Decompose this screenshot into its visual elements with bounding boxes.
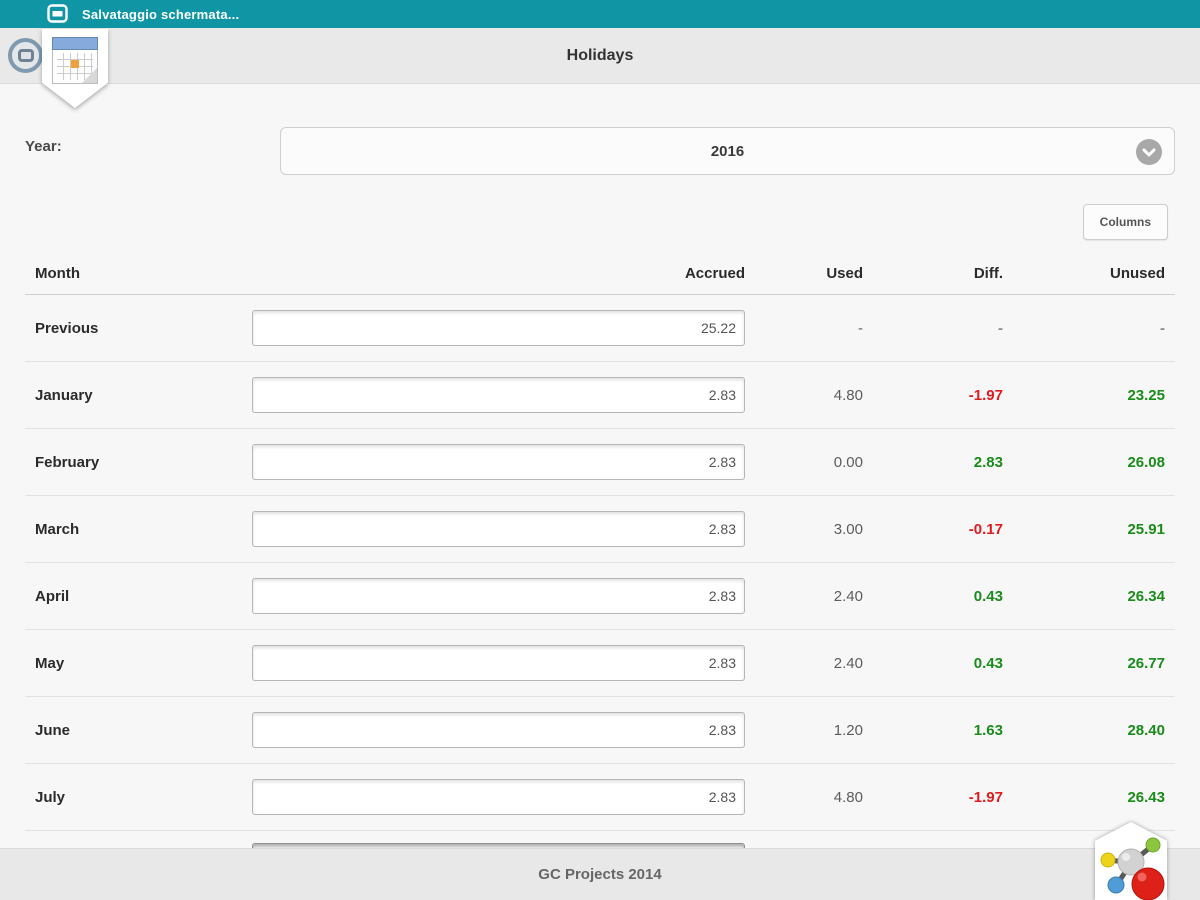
header-unused: Unused (1109, 265, 1165, 282)
month-label: July (35, 788, 66, 806)
table-row: Previous - - - (25, 295, 1175, 362)
unused-value: 26.08 (1127, 453, 1165, 471)
diff-value: 2.83 (973, 453, 1003, 471)
used-value: - (858, 319, 863, 337)
unused-value: 26.43 (1127, 788, 1165, 806)
accrued-cell (252, 712, 745, 748)
month-label: March (35, 520, 80, 538)
table-header-row: Month Accrued Used Diff. Unused (25, 253, 1175, 295)
app-logo-badge[interactable] (1095, 822, 1167, 900)
header-used: Used (826, 265, 863, 282)
year-filter-row: Year: 2016 (25, 127, 1175, 175)
month-label: Previous (35, 319, 99, 337)
accrued-cell (252, 377, 745, 413)
used-value: 4.80 (833, 788, 863, 806)
nav-button-icon (17, 49, 34, 62)
app-header: Holidays (0, 28, 1200, 84)
table-row: June 1.20 1.63 28.40 (25, 697, 1175, 764)
used-value: 4.80 (833, 386, 863, 404)
unused-value: - (1160, 319, 1165, 337)
table-row: July 4.80 -1.97 26.43 (25, 764, 1175, 831)
logo-shield (1095, 822, 1167, 900)
badge-shield (42, 29, 108, 108)
month-label: February (35, 453, 100, 471)
used-value: 2.40 (833, 587, 863, 605)
used-value: 3.00 (833, 520, 863, 538)
unused-value: 23.25 (1127, 386, 1165, 404)
accrued-input[interactable] (252, 377, 745, 413)
year-select[interactable]: 2016 (280, 127, 1175, 175)
unused-value: 26.77 (1127, 654, 1165, 672)
footer-text: GC Projects 2014 (538, 866, 662, 883)
unused-value: 28.40 (1127, 721, 1165, 739)
table-body: Previous - - - January 4.80 -1.97 23.25 … (25, 295, 1175, 831)
accrued-input[interactable] (252, 712, 745, 748)
page-title: Holidays (566, 47, 634, 64)
diff-value: - (998, 319, 1003, 337)
accrued-cell (252, 578, 745, 614)
month-label: April (35, 587, 70, 605)
calendar-icon (52, 37, 98, 84)
table-row: March 3.00 -0.17 25.91 (25, 496, 1175, 563)
used-value: 0.00 (833, 453, 863, 471)
accrued-input[interactable] (252, 578, 745, 614)
accrued-cell (252, 310, 745, 346)
accrued-input[interactable] (252, 444, 745, 480)
header-diff: Diff. (973, 265, 1003, 282)
holidays-table: Month Accrued Used Diff. Unused Previous… (25, 253, 1175, 831)
calendar-badge[interactable] (42, 29, 108, 108)
accrued-input[interactable] (252, 779, 745, 815)
diff-value: 0.43 (973, 587, 1003, 605)
header-month: Month (35, 265, 80, 282)
month-label: January (35, 386, 93, 404)
used-value: 1.20 (833, 721, 863, 739)
table-row: May 2.40 0.43 26.77 (25, 630, 1175, 697)
table-row: April 2.40 0.43 26.34 (25, 563, 1175, 630)
unused-value: 25.91 (1127, 520, 1165, 538)
status-bar: Salvataggio schermata... (0, 0, 1200, 28)
diff-value: -1.97 (968, 788, 1003, 806)
year-label: Year: (25, 138, 62, 155)
diff-value: 0.43 (973, 654, 1003, 672)
year-value: 2016 (710, 142, 745, 160)
diff-value: -0.17 (968, 520, 1003, 538)
screenshot-icon (47, 4, 68, 28)
month-label: May (35, 654, 65, 672)
status-text: Salvataggio schermata... (82, 6, 240, 22)
table-row: February 0.00 2.83 26.08 (25, 429, 1175, 496)
accrued-cell (252, 444, 745, 480)
table-row: January 4.80 -1.97 23.25 (25, 362, 1175, 429)
accrued-input[interactable] (252, 511, 745, 547)
footer: GC Projects 2014 (0, 848, 1200, 900)
molecule-icon (1100, 837, 1165, 900)
nav-button[interactable] (8, 38, 43, 73)
diff-value: -1.97 (968, 386, 1003, 404)
used-value: 2.40 (833, 654, 863, 672)
accrued-input[interactable] (252, 645, 745, 681)
month-label: June (35, 721, 71, 739)
chevron-down-icon (1136, 139, 1162, 165)
accrued-cell (252, 779, 745, 815)
unused-value: 26.34 (1127, 587, 1165, 605)
columns-button[interactable]: Columns (1082, 204, 1168, 240)
accrued-cell (252, 645, 745, 681)
accrued-input[interactable] (252, 310, 745, 346)
accrued-cell (252, 511, 745, 547)
diff-value: 1.63 (973, 721, 1003, 739)
header-accrued: Accrued (684, 265, 745, 282)
